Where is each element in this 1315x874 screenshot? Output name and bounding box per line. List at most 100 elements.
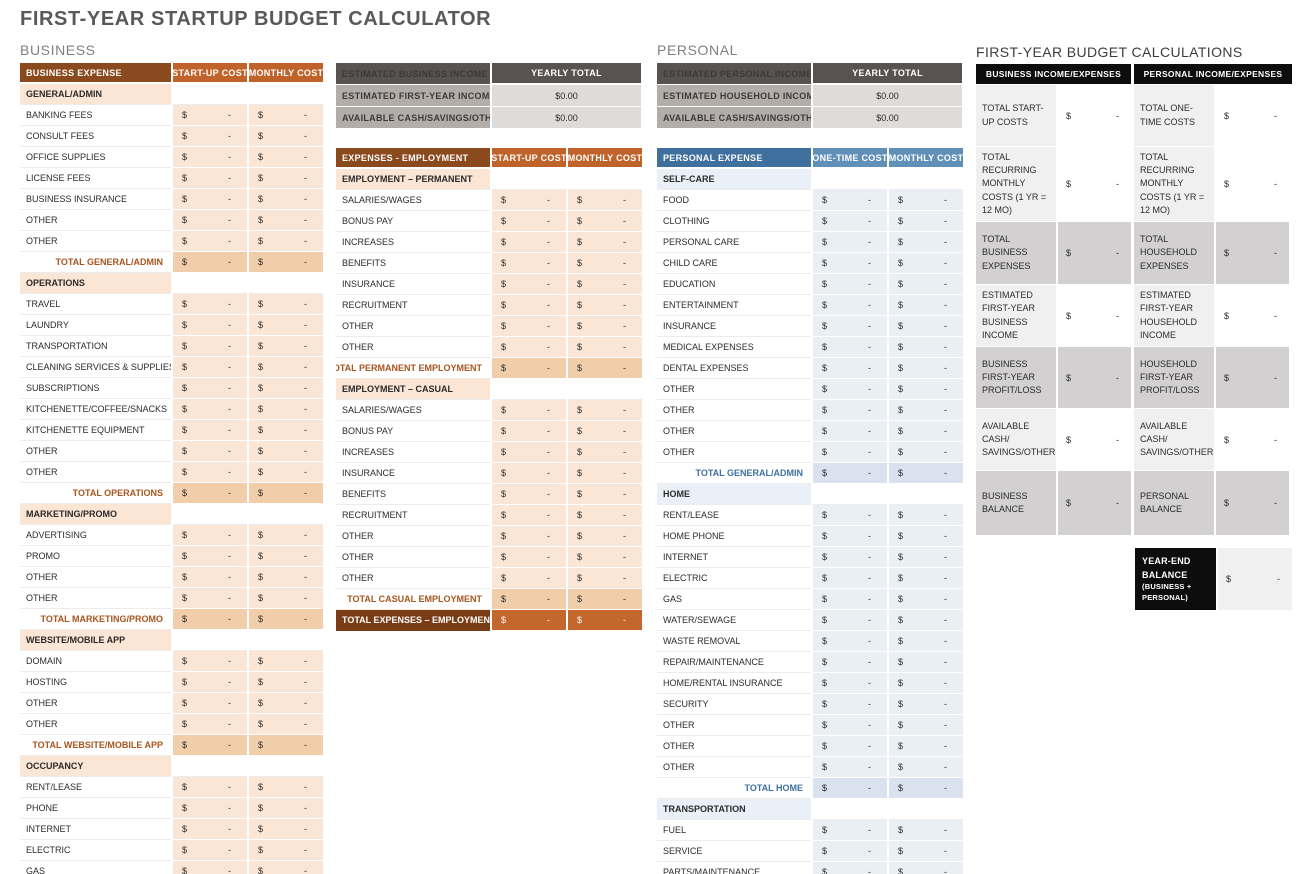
cost-cell[interactable]: $ - <box>889 211 963 232</box>
cost-cell[interactable]: $ - <box>568 190 642 211</box>
cost-cell[interactable]: $ - <box>568 589 642 610</box>
cost-cell[interactable]: $ - <box>173 231 247 252</box>
cost-cell[interactable]: $ - <box>492 505 566 526</box>
cost-cell[interactable]: $ - <box>813 736 887 757</box>
yearly-total-cell[interactable]: $0.00 <box>813 85 962 107</box>
year-end-balance-value-cell[interactable]: $ - <box>1218 548 1292 610</box>
cost-cell[interactable]: $ - <box>568 610 642 631</box>
cost-cell[interactable]: $ - <box>813 568 887 589</box>
cost-cell[interactable]: $ - <box>492 463 566 484</box>
cost-cell[interactable]: $ - <box>813 400 887 421</box>
cost-cell[interactable]: $ - <box>173 378 247 399</box>
cost-cell[interactable]: $ - <box>173 861 247 874</box>
cost-cell[interactable]: $ - <box>249 399 323 420</box>
cost-cell[interactable]: $ - <box>249 525 323 546</box>
cost-cell[interactable]: $ - <box>173 693 247 714</box>
cost-cell[interactable]: $ - <box>249 483 323 504</box>
cost-cell[interactable]: $ - <box>492 274 566 295</box>
cost-cell[interactable]: $ - <box>492 316 566 337</box>
cost-cell[interactable]: $ - <box>173 819 247 840</box>
cost-cell[interactable]: $ - <box>889 337 963 358</box>
cost-cell[interactable]: $ - <box>249 462 323 483</box>
cost-cell[interactable]: $ - <box>813 190 887 211</box>
cost-cell[interactable]: $ - <box>813 316 887 337</box>
cost-cell[interactable]: $ - <box>889 232 963 253</box>
cost-cell[interactable]: $ - <box>889 610 963 631</box>
cost-cell[interactable]: $ - <box>173 441 247 462</box>
cost-cell[interactable]: $ - <box>249 378 323 399</box>
cost-cell[interactable]: $ - <box>813 463 887 484</box>
cost-cell[interactable]: $ - <box>173 147 247 168</box>
cost-cell[interactable]: $ - <box>813 253 887 274</box>
cost-cell[interactable]: $ - <box>492 232 566 253</box>
cost-cell[interactable]: $ - <box>568 358 642 379</box>
cost-cell[interactable]: $ - <box>173 105 247 126</box>
cost-cell[interactable]: $ - <box>813 421 887 442</box>
cost-cell[interactable]: $ - <box>813 358 887 379</box>
cost-cell[interactable]: $ - <box>249 315 323 336</box>
cost-cell[interactable]: $ - <box>173 798 247 819</box>
cost-cell[interactable]: $ - <box>813 673 887 694</box>
cost-cell[interactable]: $ - <box>492 421 566 442</box>
cost-cell[interactable]: $ - <box>492 211 566 232</box>
cost-cell[interactable]: $ - <box>813 379 887 400</box>
cost-cell[interactable]: $ - <box>173 651 247 672</box>
cost-cell[interactable]: $ - <box>889 841 963 862</box>
cost-cell[interactable]: $ - <box>889 673 963 694</box>
cost-cell[interactable]: $ - <box>492 190 566 211</box>
cost-cell[interactable]: $ - <box>889 568 963 589</box>
cost-cell[interactable]: $ - <box>813 526 887 547</box>
cost-cell[interactable]: $ - <box>889 190 963 211</box>
cost-cell[interactable]: $ - <box>249 651 323 672</box>
cost-cell[interactable]: $ - <box>249 105 323 126</box>
cost-cell[interactable]: $ - <box>813 547 887 568</box>
calc-value-cell[interactable]: $ - <box>1216 347 1289 408</box>
cost-cell[interactable]: $ - <box>249 420 323 441</box>
cost-cell[interactable]: $ - <box>813 820 887 841</box>
cost-cell[interactable]: $ - <box>249 588 323 609</box>
cost-cell[interactable]: $ - <box>889 253 963 274</box>
cost-cell[interactable]: $ - <box>173 546 247 567</box>
cost-cell[interactable]: $ - <box>249 126 323 147</box>
cost-cell[interactable]: $ - <box>173 357 247 378</box>
cost-cell[interactable]: $ - <box>889 694 963 715</box>
cost-cell[interactable]: $ - <box>813 841 887 862</box>
cost-cell[interactable]: $ - <box>249 693 323 714</box>
cost-cell[interactable]: $ - <box>889 736 963 757</box>
calc-value-cell[interactable]: $ - <box>1216 222 1289 284</box>
cost-cell[interactable]: $ - <box>249 546 323 567</box>
cost-cell[interactable]: $ - <box>249 441 323 462</box>
calc-value-cell[interactable]: $ - <box>1058 147 1131 221</box>
cost-cell[interactable]: $ - <box>889 442 963 463</box>
cost-cell[interactable]: $ - <box>492 358 566 379</box>
cost-cell[interactable]: $ - <box>249 798 323 819</box>
cost-cell[interactable]: $ - <box>568 505 642 526</box>
cost-cell[interactable]: $ - <box>568 232 642 253</box>
cost-cell[interactable]: $ - <box>813 442 887 463</box>
cost-cell[interactable]: $ - <box>173 210 247 231</box>
cost-cell[interactable]: $ - <box>492 253 566 274</box>
cost-cell[interactable]: $ - <box>568 484 642 505</box>
cost-cell[interactable]: $ - <box>249 672 323 693</box>
cost-cell[interactable]: $ - <box>249 819 323 840</box>
cost-cell[interactable]: $ - <box>492 547 566 568</box>
cost-cell[interactable]: $ - <box>889 400 963 421</box>
cost-cell[interactable]: $ - <box>889 526 963 547</box>
cost-cell[interactable]: $ - <box>249 777 323 798</box>
cost-cell[interactable]: $ - <box>173 462 247 483</box>
cost-cell[interactable]: $ - <box>173 483 247 504</box>
cost-cell[interactable]: $ - <box>173 525 247 546</box>
cost-cell[interactable]: $ - <box>889 862 963 874</box>
cost-cell[interactable]: $ - <box>173 735 247 756</box>
cost-cell[interactable]: $ - <box>173 420 247 441</box>
calc-value-cell[interactable]: $ - <box>1058 409 1131 470</box>
cost-cell[interactable]: $ - <box>889 295 963 316</box>
cost-cell[interactable]: $ - <box>249 231 323 252</box>
yearly-total-cell[interactable]: $0.00 <box>492 85 641 107</box>
calc-value-cell[interactable]: $ - <box>1058 85 1131 146</box>
cost-cell[interactable]: $ - <box>568 253 642 274</box>
cost-cell[interactable]: $ - <box>813 610 887 631</box>
cost-cell[interactable]: $ - <box>173 840 247 861</box>
calc-value-cell[interactable]: $ - <box>1216 409 1289 470</box>
cost-cell[interactable]: $ - <box>568 442 642 463</box>
